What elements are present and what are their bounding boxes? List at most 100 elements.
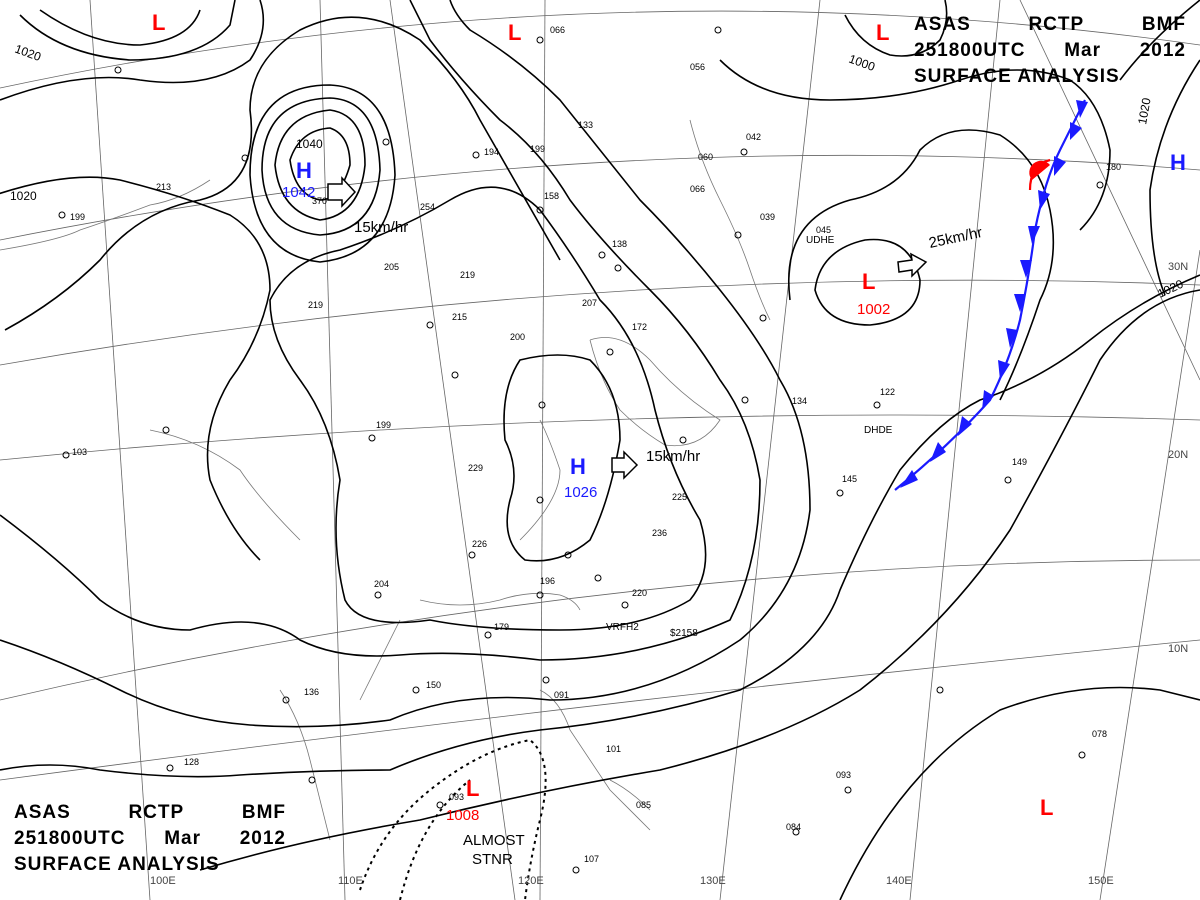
station-value: 093 <box>449 792 464 802</box>
station-value: 205 <box>384 262 399 272</box>
low-center-2-motion-line1: ALMOST <box>463 832 525 849</box>
lat-label-20n: 20N <box>1168 449 1188 461</box>
low-center-1: L <box>862 269 875 294</box>
station-value: 042 <box>746 132 761 142</box>
station-value: 045 <box>816 225 831 235</box>
station-value: 149 <box>1012 457 1027 467</box>
lon-label-140e: 140E <box>886 875 912 887</box>
note-dhde: DHDE <box>864 425 893 436</box>
station-value: 066 <box>690 184 705 194</box>
station-value: 199 <box>530 144 545 154</box>
station-value: 085 <box>636 800 651 810</box>
high-center-2: H <box>570 454 586 479</box>
high-center-2-motion: 15km/hr <box>646 448 700 465</box>
agency-asas: ASAS <box>14 802 71 823</box>
station-value: 039 <box>760 212 775 222</box>
station-value: 200 <box>510 332 525 342</box>
station-value: 122 <box>880 387 895 397</box>
station-value: 145 <box>842 474 857 484</box>
header-bottom: ASAS RCTP BMF 251800UTC Mar 2012 SURFACE… <box>14 800 286 878</box>
isobar-label-2: 1040 <box>296 137 323 151</box>
product-title: SURFACE ANALYSIS <box>14 854 220 875</box>
header-bottom-time-row: 251800UTC Mar 2012 <box>14 826 286 852</box>
agency-asas: ASAS <box>914 14 971 35</box>
station-value: 220 <box>632 588 647 598</box>
note-2158: $2158 <box>670 628 698 639</box>
station-value: 133 <box>578 120 593 130</box>
low-center-2: L <box>466 776 479 801</box>
header-bottom-agency-row: ASAS RCTP BMF <box>14 800 286 826</box>
coastlines <box>0 119 771 841</box>
station-value: 213 <box>156 182 171 192</box>
high-center-3: H <box>1170 150 1186 175</box>
agency-rctp: RCTP <box>1028 14 1085 35</box>
station-value: 078 <box>1092 729 1107 739</box>
agency-rctp: RCTP <box>128 802 185 823</box>
station-value: 207 <box>582 298 597 308</box>
station-value: 370 <box>312 196 327 206</box>
station-plots <box>58 26 1104 874</box>
station-value: 172 <box>632 322 647 332</box>
graticule-labels: 100E 110E 120E 130E 140E 150E 30N 20N 10… <box>150 261 1188 887</box>
station-value: 150 <box>426 680 441 690</box>
lat-label-30n: 30N <box>1168 261 1188 273</box>
low-center-5: L <box>876 20 889 45</box>
motion-arrows <box>327 176 928 480</box>
station-value: 225 <box>672 492 687 502</box>
station-value: 066 <box>550 25 565 35</box>
header-agency-row: ASAS RCTP BMF <box>914 12 1186 38</box>
station-value: 196 <box>540 576 555 586</box>
station-value: 215 <box>452 312 467 322</box>
station-value: 219 <box>308 300 323 310</box>
station-value: 093 <box>836 770 851 780</box>
isobar-labels: 1020 1040 1020 1000 1020 1020 <box>10 42 1186 301</box>
station-notes: VRFH2 DHDE UDHE $2158 <box>606 235 893 639</box>
station-value: 226 <box>472 539 487 549</box>
station-value: 199 <box>376 420 391 430</box>
lon-label-110e: 110E <box>338 875 363 887</box>
station-value: 128 <box>184 757 199 767</box>
station-value: 134 <box>792 396 807 406</box>
isobar-label-3: 1020 <box>10 189 37 203</box>
lat-label-10n: 10N <box>1168 643 1188 655</box>
header-top: ASAS RCTP BMF 251800UTC Mar 2012 SURFACE… <box>914 12 1186 90</box>
isobar-label-5: 1020 <box>1135 96 1153 125</box>
valid-year: 2012 <box>239 828 286 849</box>
station-value: 136 <box>304 687 319 697</box>
station-value: 219 <box>460 270 475 280</box>
station-value: 180 <box>1106 162 1121 172</box>
high-center-1-motion: 15km/hr <box>354 219 408 236</box>
station-values: 066 133 138 254 215 219 207 229 226 204 … <box>70 25 1121 864</box>
low-center-6: L <box>1040 795 1053 820</box>
station-value: 229 <box>468 463 483 473</box>
note-vrfh2: VRFH2 <box>606 622 639 633</box>
station-value: 103 <box>72 447 87 457</box>
low-center-4: L <box>508 20 521 45</box>
agency-bmf: BMF <box>1141 14 1186 35</box>
cold-front <box>894 99 1088 491</box>
isobar-label-1: 1020 <box>13 42 43 64</box>
station-value: 158 <box>544 191 559 201</box>
lon-label-100e: 100E <box>150 875 176 887</box>
station-value: 091 <box>554 690 569 700</box>
station-value: 204 <box>374 579 389 589</box>
lon-label-130e: 130E <box>700 875 726 887</box>
valid-month: Mar <box>1064 40 1101 61</box>
station-value: 107 <box>584 854 599 864</box>
lon-label-120e: 120E <box>518 875 544 887</box>
high-center-1: H <box>296 158 312 183</box>
valid-month: Mar <box>164 828 201 849</box>
station-value: 084 <box>786 822 801 832</box>
high-center-1-value: 1042 <box>282 184 315 201</box>
isobar-label-4: 1000 <box>847 52 877 74</box>
agency-bmf: BMF <box>241 802 286 823</box>
pressure-centers: H 1042 15km/hr H 1026 15km/hr L 1002 25k… <box>152 10 1186 868</box>
valid-time: 251800UTC <box>914 40 1026 61</box>
station-value: 056 <box>690 62 705 72</box>
header-time-row: 251800UTC Mar 2012 <box>914 38 1186 64</box>
low-center-3: L <box>152 10 165 35</box>
